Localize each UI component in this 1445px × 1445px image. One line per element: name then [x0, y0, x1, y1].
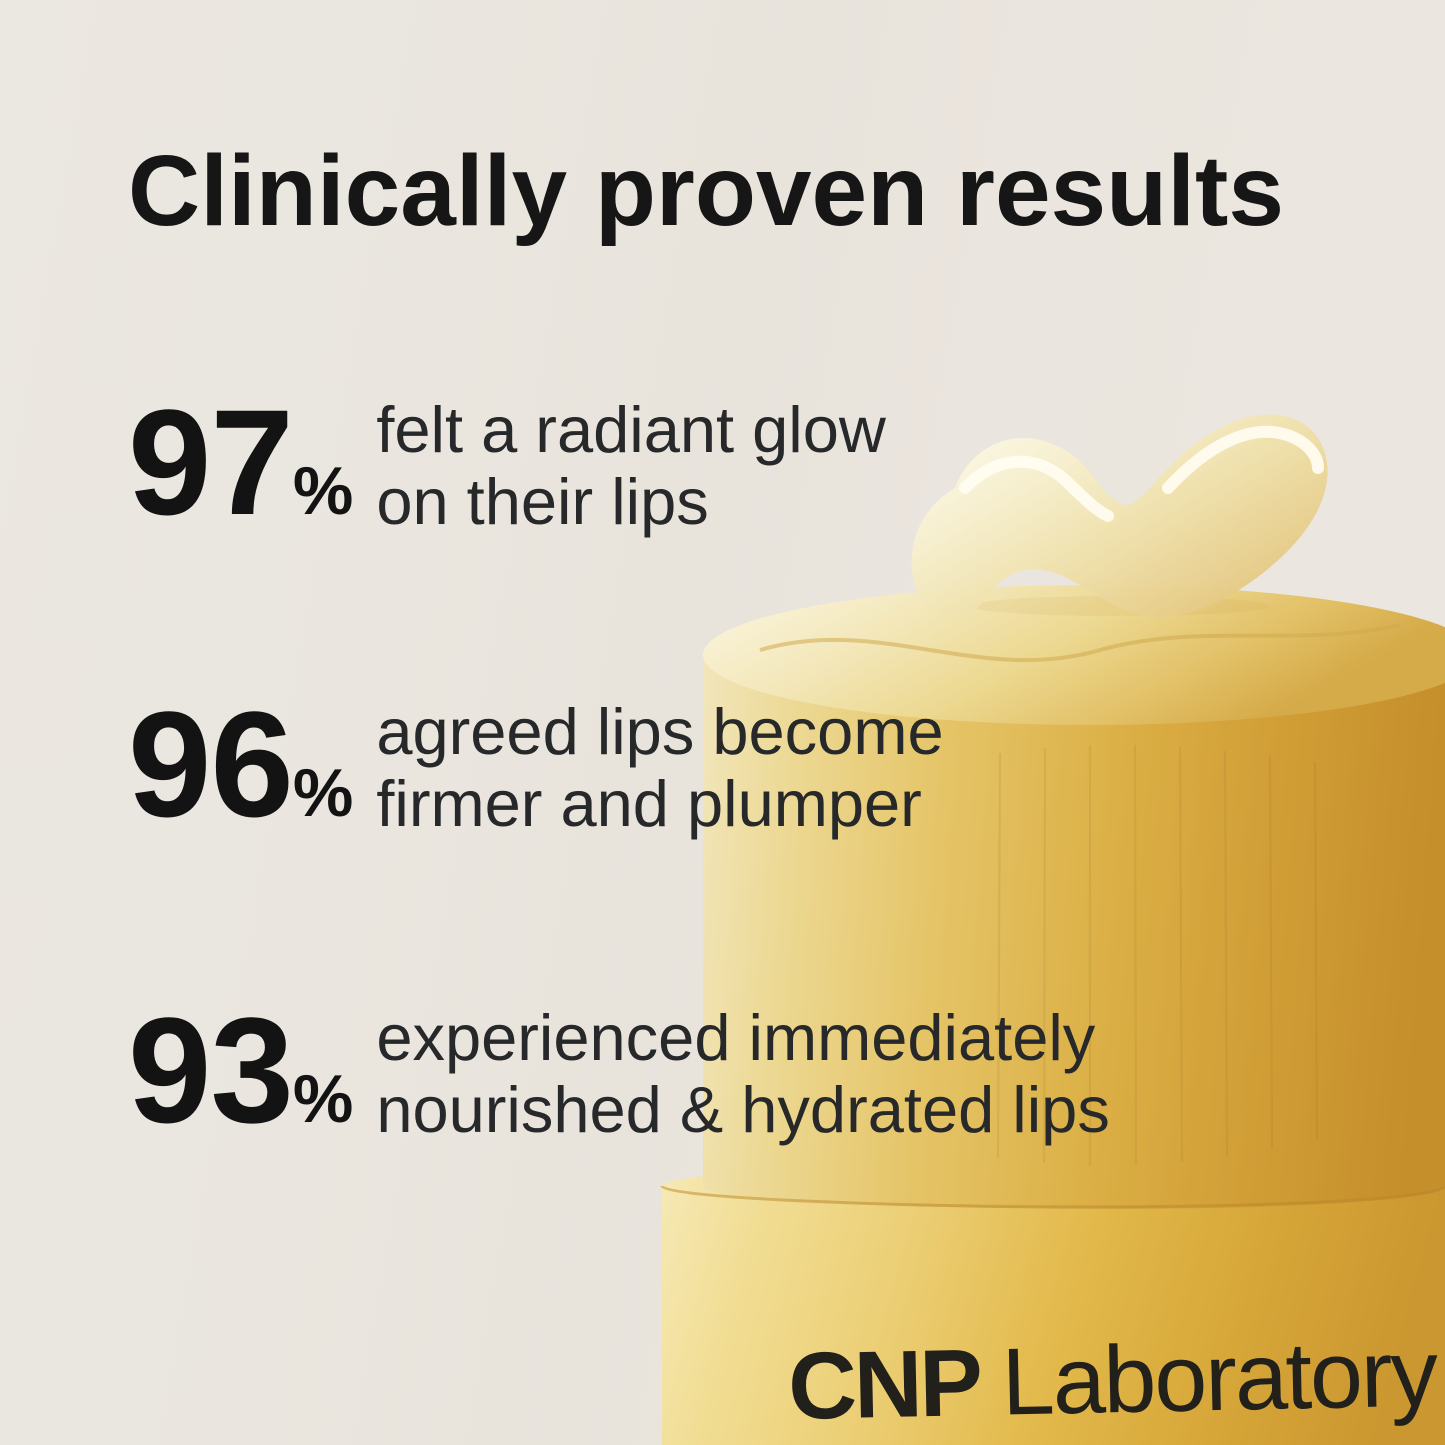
svg-text:CNPLaboratory: CNP Laboratory — [787, 1320, 1439, 1440]
